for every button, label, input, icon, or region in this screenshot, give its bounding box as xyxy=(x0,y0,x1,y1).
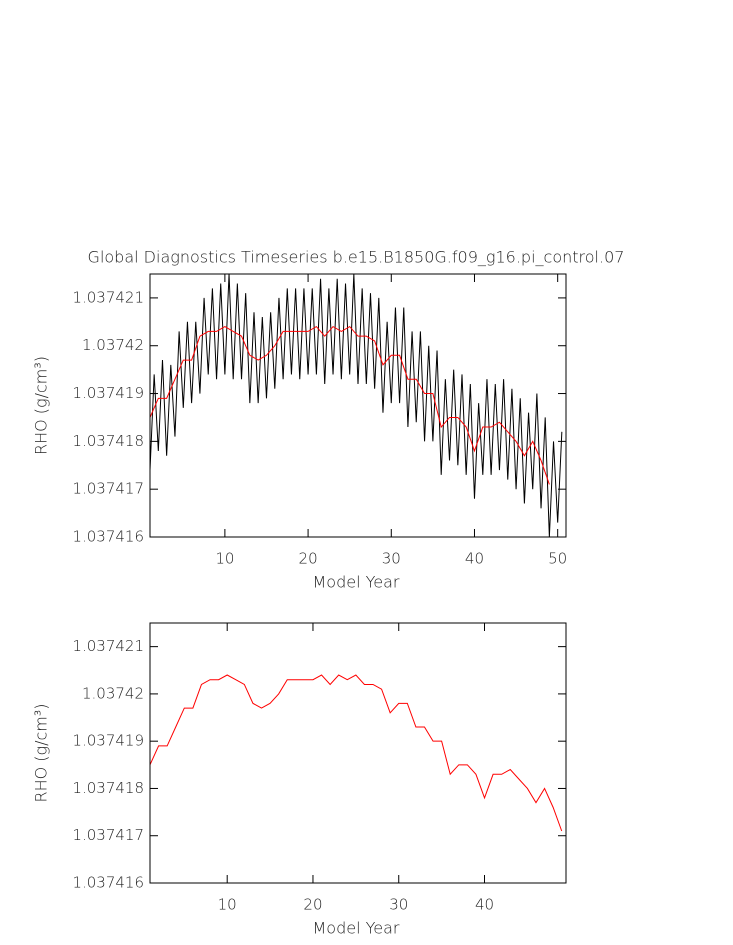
plot-frame xyxy=(149,622,567,884)
y-axis-label: RHO (g/cm³) xyxy=(32,356,51,455)
y-tick-label: 1.037421 xyxy=(72,288,144,306)
x-tick-label: 30 xyxy=(389,896,408,914)
x-tick-label: 30 xyxy=(382,550,401,568)
y-tick-label: 1.03742 xyxy=(82,684,144,702)
y-axis-label: RHO (g/cm³) xyxy=(32,703,51,802)
y-tick-label: 1.037417 xyxy=(72,826,144,844)
y-tick-label: 1.037419 xyxy=(72,384,144,402)
y-tick-label: 1.037419 xyxy=(72,732,144,750)
x-axis-label: Model Year xyxy=(313,573,400,592)
y-tick-label: 1.037421 xyxy=(72,637,144,655)
x-tick-label: 40 xyxy=(465,550,484,568)
x-axis-label: Model Year xyxy=(313,919,400,938)
y-tick-label: 1.037418 xyxy=(72,779,144,797)
x-tick-label: 40 xyxy=(475,896,494,914)
y-tick-label: 1.03742 xyxy=(82,336,144,354)
x-tick-label: 20 xyxy=(299,550,318,568)
x-tick-label: 20 xyxy=(303,896,322,914)
chart-title: Global Diagnostics Timeseries b.e15.B185… xyxy=(88,248,625,267)
plot-frame xyxy=(149,273,567,538)
x-tick-label: 10 xyxy=(218,896,237,914)
y-tick-label: 1.037418 xyxy=(72,432,144,450)
x-tick-label: 50 xyxy=(548,550,567,568)
x-tick-label: 10 xyxy=(215,550,234,568)
y-tick-label: 1.037417 xyxy=(72,480,144,498)
y-tick-label: 1.037416 xyxy=(72,874,144,892)
series-line xyxy=(149,273,563,538)
series-line xyxy=(149,674,563,832)
y-tick-label: 1.037416 xyxy=(72,528,144,546)
series-line xyxy=(149,325,550,485)
